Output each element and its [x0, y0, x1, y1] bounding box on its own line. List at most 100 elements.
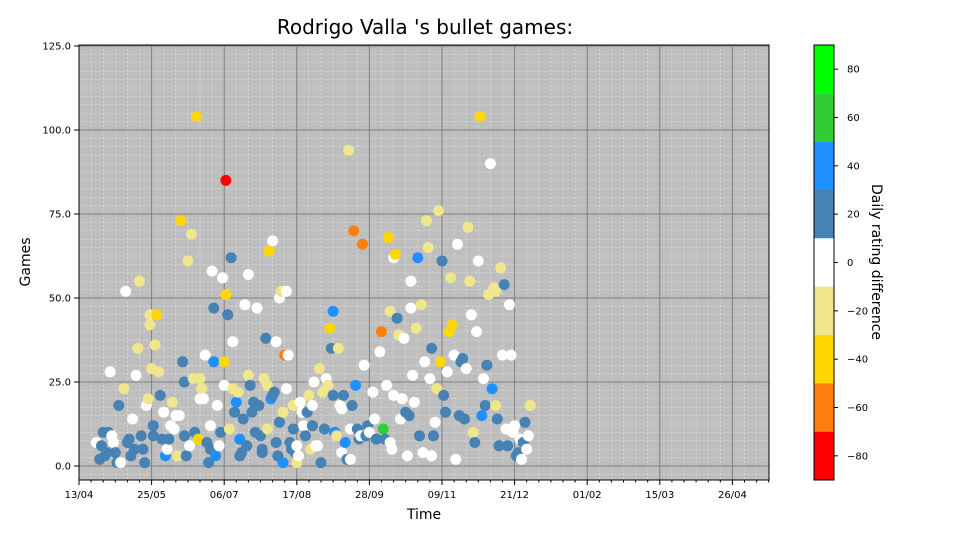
data-point [450, 453, 462, 465]
data-point [115, 457, 126, 469]
data-point [327, 389, 339, 401]
data-point [142, 393, 154, 405]
data-point [246, 406, 258, 418]
data-point [144, 319, 156, 331]
data-point [344, 453, 356, 465]
colorbar-label: Daily rating difference [868, 184, 884, 340]
data-point [177, 356, 189, 368]
data-point [184, 440, 196, 452]
data-point [303, 389, 315, 401]
data-point [118, 383, 130, 395]
data-point [113, 400, 125, 411]
colorbar-segment [814, 286, 834, 335]
data-point [130, 369, 142, 381]
data-point [198, 393, 209, 405]
data-point [438, 389, 450, 401]
data-point [350, 379, 362, 391]
data-point [234, 433, 246, 445]
colorbar-tick-label: −40 [847, 355, 868, 366]
data-point [185, 228, 197, 240]
data-point [484, 158, 496, 170]
colorbar-tick-label: 80 [847, 65, 860, 76]
data-point [490, 285, 502, 297]
data-point [313, 363, 325, 375]
data-point [319, 423, 330, 435]
data-point [405, 275, 417, 287]
data-point [331, 430, 343, 442]
data-point [192, 433, 204, 445]
y-tick-label: 50.0 [49, 294, 71, 305]
x-tick-label: 17/08 [282, 490, 311, 501]
data-point [486, 383, 498, 395]
data-point [322, 379, 334, 391]
data-point [109, 447, 121, 459]
data-point [426, 450, 438, 462]
data-point [225, 252, 237, 264]
data-point [424, 373, 436, 385]
data-point [291, 440, 303, 452]
colorbar-tick-label: −60 [847, 403, 868, 414]
data-point [237, 413, 249, 425]
data-point [407, 369, 419, 381]
data-point [251, 302, 263, 314]
data-point [519, 416, 531, 428]
y-tick-label: 0.0 [55, 462, 71, 473]
data-point [315, 457, 327, 469]
data-point [218, 379, 230, 391]
data-point [343, 144, 355, 156]
data-point [139, 457, 151, 469]
colorbar-tick-label: 0 [847, 258, 853, 269]
data-point [208, 302, 220, 314]
data-point [153, 366, 164, 378]
y-axis-label: Games [18, 238, 34, 287]
data-point [101, 447, 113, 459]
x-tick-label: 09/11 [428, 490, 457, 501]
data-point [268, 386, 280, 398]
data-point [479, 400, 491, 411]
data-point [412, 252, 424, 264]
data-point [242, 269, 254, 280]
data-point [255, 430, 266, 442]
data-point [446, 319, 458, 331]
data-point [261, 423, 273, 435]
data-point [502, 440, 514, 452]
data-point [358, 359, 370, 371]
x-tick-label: 15/03 [645, 490, 674, 501]
data-point [263, 245, 275, 257]
data-point [386, 443, 398, 455]
data-point [481, 359, 493, 371]
data-point [163, 433, 175, 445]
data-point [147, 420, 159, 432]
colorbar-tick-label: 40 [847, 161, 860, 172]
data-point [211, 400, 223, 411]
data-point [137, 443, 149, 455]
data-point [210, 450, 222, 462]
data-point [239, 299, 251, 311]
data-point [241, 440, 253, 452]
x-axis-label: Time [406, 507, 441, 523]
data-point [462, 221, 474, 233]
data-point [166, 396, 178, 408]
data-point [521, 443, 533, 455]
y-tick-label: 125.0 [42, 42, 71, 53]
data-point [391, 312, 403, 324]
data-point [280, 285, 292, 297]
data-point [474, 111, 486, 123]
data-point [478, 373, 489, 385]
colorbar-segment [814, 45, 834, 94]
x-tick-label: 21/12 [500, 490, 529, 501]
colorbar-segment [814, 238, 834, 287]
x-tick-label: 01/02 [573, 490, 602, 501]
x-tick-label: 06/07 [210, 490, 239, 501]
data-point [196, 383, 208, 395]
data-point [405, 302, 417, 314]
data-point [408, 396, 420, 408]
data-point [127, 413, 139, 425]
x-tick-label: 26/04 [718, 490, 747, 501]
plot-area: 13/04 25/05 06/07 17/08 28/09 09/11 21/12 01/02… [42, 42, 770, 501]
data-point [298, 420, 310, 432]
data-point [172, 450, 183, 462]
data-point [178, 376, 190, 388]
data-point [194, 373, 206, 385]
data-point [414, 430, 425, 442]
